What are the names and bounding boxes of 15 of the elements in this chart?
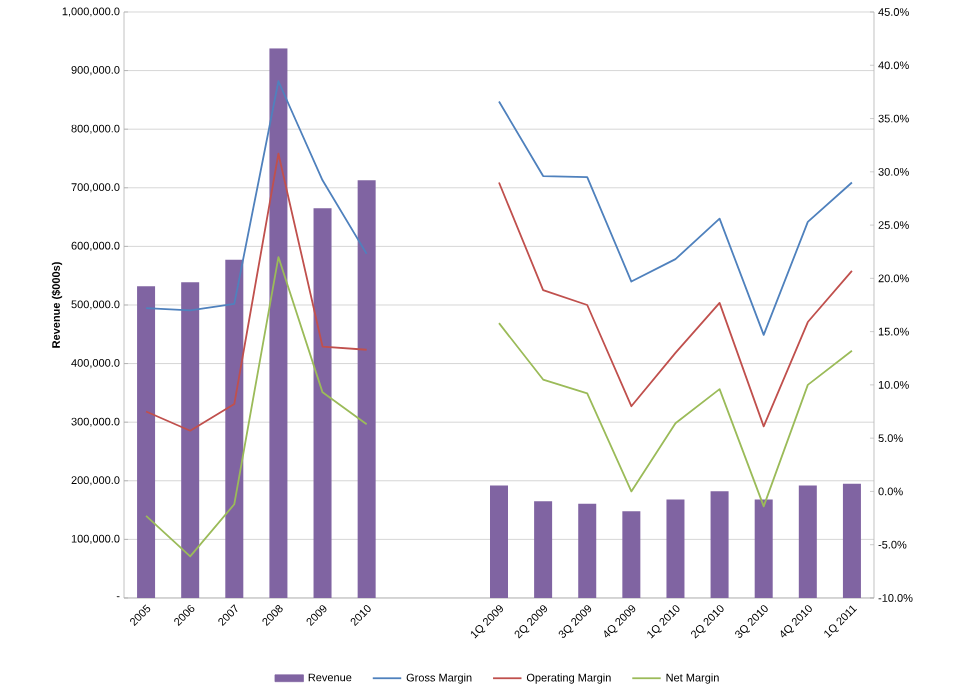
bar bbox=[798, 485, 817, 598]
bar bbox=[313, 208, 332, 598]
bar bbox=[490, 485, 508, 598]
bar bbox=[181, 282, 200, 598]
bar bbox=[357, 180, 376, 598]
bar bbox=[578, 503, 597, 598]
bar bbox=[137, 286, 156, 598]
bar bbox=[842, 483, 861, 598]
bar bbox=[269, 48, 288, 598]
bar bbox=[710, 491, 729, 598]
bar bbox=[754, 499, 773, 598]
bar bbox=[666, 499, 685, 598]
bar bbox=[534, 501, 553, 598]
bar bbox=[622, 511, 641, 598]
bar bbox=[225, 259, 244, 598]
